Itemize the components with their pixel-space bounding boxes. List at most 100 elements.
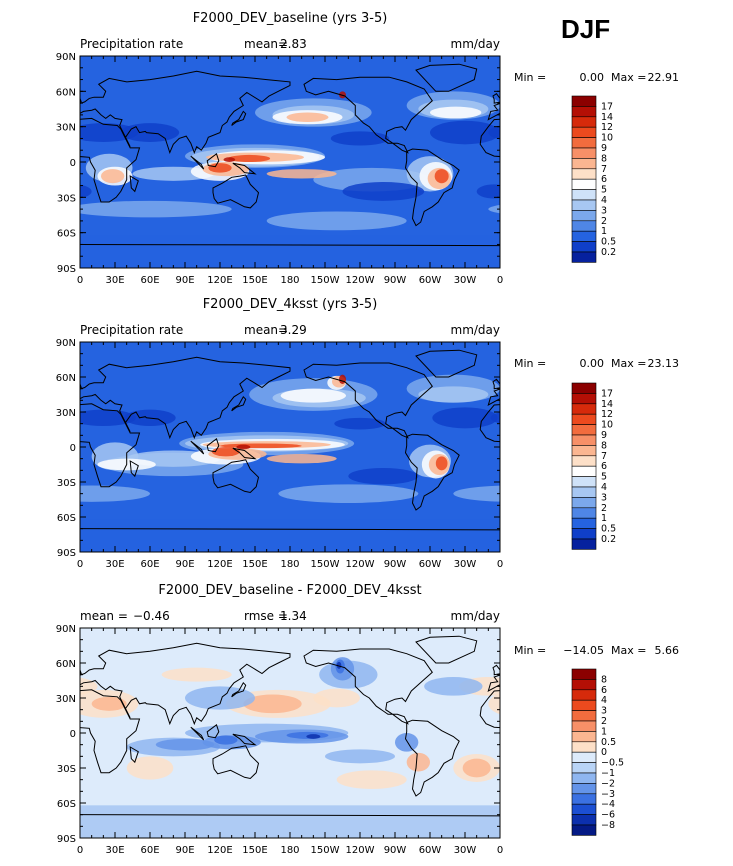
coastline xyxy=(129,746,139,764)
lon-tick-label: 180 xyxy=(280,275,299,286)
coastline xyxy=(0,636,57,663)
variable-label: Precipitation rate xyxy=(80,37,183,51)
colorbar-swatch xyxy=(571,106,597,118)
lon-tick-label: 30W xyxy=(454,275,477,286)
colorbar-swatch xyxy=(571,210,597,222)
colorbar-swatch xyxy=(571,137,597,149)
colorbar-label: 5 xyxy=(601,185,607,196)
lon-tick-label: 0 xyxy=(77,845,83,856)
colorbar-swatch xyxy=(571,762,597,774)
field-band xyxy=(488,693,500,715)
lon-tick-label: 90E xyxy=(175,559,194,570)
colorbar-swatch xyxy=(571,824,597,836)
coastline xyxy=(80,97,82,103)
field-band xyxy=(518,167,553,186)
coastline xyxy=(0,649,12,724)
coastline xyxy=(492,378,500,390)
lon-tick-label: 60W xyxy=(419,559,442,570)
lon-tick-label: 90E xyxy=(175,275,194,286)
colorbar-swatch xyxy=(571,751,597,763)
field-band xyxy=(334,417,386,430)
field-band xyxy=(16,456,28,470)
coastline xyxy=(0,64,57,91)
max-label: Max = xyxy=(611,357,646,370)
field-band xyxy=(628,150,733,164)
colorbar-label: 2 xyxy=(601,503,607,514)
field-band xyxy=(626,153,724,162)
coastline xyxy=(627,725,639,738)
coastline xyxy=(0,363,12,438)
lon-tick-label: 60W xyxy=(419,845,442,856)
coastline xyxy=(80,669,82,675)
colorbar-swatch xyxy=(571,465,597,477)
lon-tick-label: 30E xyxy=(105,275,124,286)
field-band xyxy=(348,468,419,485)
field-band xyxy=(0,162,32,190)
field-band xyxy=(418,386,489,403)
min-label: Min = xyxy=(514,357,546,370)
field-band xyxy=(605,724,733,743)
field-band xyxy=(243,694,302,714)
lat-tick-label: 60N xyxy=(56,659,76,670)
field-band xyxy=(280,388,347,403)
field-band xyxy=(605,144,733,168)
lat-tick-label: 0 xyxy=(70,443,76,454)
colorbar-swatch xyxy=(571,434,597,446)
field-band xyxy=(91,696,127,711)
lon-tick-label: 150E xyxy=(242,559,267,570)
lon-tick-label: 120W xyxy=(346,275,375,286)
lat-tick-label: 90S xyxy=(57,548,76,559)
min-value: 0.00 xyxy=(580,71,605,84)
field-band xyxy=(80,200,232,218)
colorbar-label: 0.2 xyxy=(601,247,616,258)
colorbar-label: 14 xyxy=(601,112,613,123)
field-band xyxy=(0,168,10,192)
field-band xyxy=(435,456,448,471)
coastline xyxy=(80,383,82,389)
field-band xyxy=(80,677,98,695)
colorbar-swatch xyxy=(571,793,597,805)
field-band xyxy=(266,211,407,231)
colorbar-label: 4 xyxy=(601,482,607,493)
colorbar-label: 10 xyxy=(601,133,613,144)
colorbar-swatch xyxy=(571,783,597,795)
lon-tick-label: 180 xyxy=(280,845,299,856)
lon-tick-label: 0 xyxy=(77,275,83,286)
colorbar-swatch xyxy=(571,517,597,529)
coastline xyxy=(303,362,433,439)
colorbar-swatch xyxy=(571,731,597,743)
coastline xyxy=(611,156,624,169)
field-band xyxy=(306,734,321,739)
colorbar-label: 3 xyxy=(601,492,607,503)
coastline xyxy=(633,746,679,779)
field-band xyxy=(80,184,92,199)
max-value: 22.91 xyxy=(648,71,680,84)
field-band xyxy=(430,106,482,119)
colorbar-swatch xyxy=(571,679,597,691)
colorbar-label: 3 xyxy=(601,205,607,216)
colorbar-swatch xyxy=(571,476,597,488)
coastline xyxy=(303,76,433,154)
lon-tick-label: 120E xyxy=(207,275,232,286)
lon-tick-label: 0 xyxy=(77,559,83,570)
field-band xyxy=(687,454,733,463)
coastline xyxy=(652,111,666,125)
lat-tick-label: 60S xyxy=(57,513,76,524)
coastline xyxy=(550,747,558,762)
field-band xyxy=(693,105,733,124)
lon-tick-label: 30W xyxy=(454,559,477,570)
lon-tick-label: 120E xyxy=(207,845,232,856)
colorbar-label: −2 xyxy=(601,778,615,789)
colorbar-label: 6 xyxy=(601,461,607,472)
field-band xyxy=(462,758,491,778)
coastline xyxy=(611,441,624,454)
colorbar-label: 17 xyxy=(601,101,613,112)
lat-tick-label: 0 xyxy=(70,729,76,740)
coastline xyxy=(80,814,500,817)
coastline xyxy=(206,437,220,453)
coastline xyxy=(633,175,679,208)
field-band xyxy=(628,448,686,460)
field-band xyxy=(15,169,29,183)
lon-tick-label: 30E xyxy=(105,559,124,570)
stat-value: 3.29 xyxy=(280,323,307,337)
